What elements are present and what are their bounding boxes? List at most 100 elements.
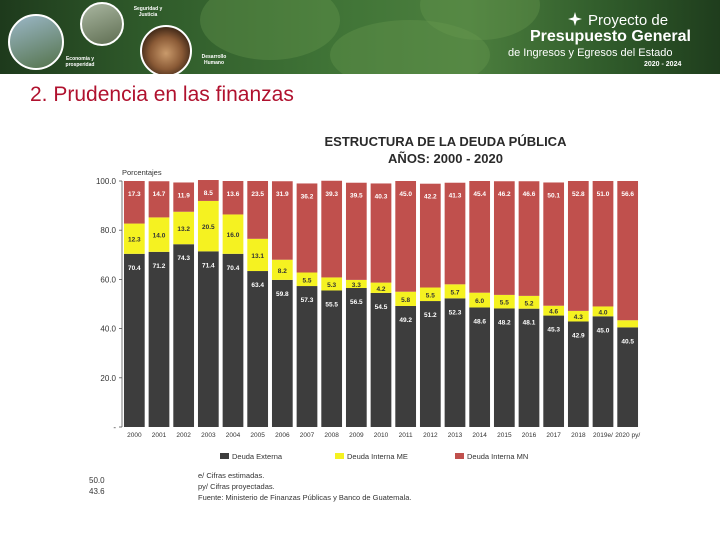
- bar-segment: [592, 306, 614, 317]
- y-tick-label: 80.0: [100, 226, 116, 235]
- bar-segment: [543, 182, 565, 306]
- data-label: 54.5: [375, 304, 388, 311]
- bar-segment: [395, 305, 417, 427]
- project-title-line2: Presupuesto General: [530, 28, 691, 45]
- bar-segment: [173, 182, 195, 212]
- data-label: 46.6: [523, 191, 536, 198]
- bar-segment: [469, 292, 491, 308]
- chart-title: ESTRUCTURA DE LA DEUDA PÚBLICA: [324, 134, 567, 149]
- data-label: 71.4: [202, 262, 215, 269]
- caption-development: Desarrollo Humano: [201, 54, 227, 66]
- side-number-2: 43.6: [89, 487, 105, 496]
- bar-segment: [197, 180, 219, 201]
- x-tick-label: 2006: [275, 432, 290, 439]
- data-label: 5.8: [401, 297, 410, 304]
- bar-segment: [419, 183, 441, 288]
- data-label: 49.2: [399, 317, 412, 324]
- x-tick-label: 2017: [546, 432, 561, 439]
- x-tick-label: 2019e/: [593, 432, 613, 439]
- bar-segment: [518, 308, 540, 427]
- data-label: 51.2: [424, 312, 437, 319]
- x-tick-label: 2013: [448, 432, 463, 439]
- note-projected: py/ Cifras proyectadas.: [198, 482, 275, 491]
- data-label: 59.8: [276, 291, 289, 298]
- data-label: 46.2: [498, 191, 511, 198]
- bar-segment: [543, 315, 565, 427]
- bar-segment: [592, 181, 614, 307]
- bar-segment: [370, 292, 392, 427]
- x-tick-label: 2007: [300, 432, 315, 439]
- data-label: 57.3: [301, 297, 314, 304]
- data-label: 4.3: [574, 314, 583, 321]
- note-source: Fuente: Ministerio de Finanzas Públicas …: [198, 493, 412, 502]
- x-tick-label: 2009: [349, 432, 364, 439]
- bar-segment: [345, 279, 367, 289]
- bar-segment: [271, 259, 293, 280]
- bar-segment: [395, 291, 417, 306]
- x-tick-label: 2011: [399, 432, 413, 439]
- project-title-line1: Proyecto de: [588, 12, 669, 29]
- x-tick-label: 2012: [423, 432, 438, 439]
- data-label: 5.3: [327, 282, 336, 289]
- data-label: 12.3: [128, 237, 141, 244]
- data-label: 42.9: [572, 332, 585, 339]
- data-label: 56.6: [621, 191, 634, 198]
- side-number-1: 50.0: [89, 476, 105, 485]
- data-label: 5.5: [426, 292, 435, 299]
- y-tick-label: 60.0: [100, 275, 116, 284]
- bar-segment: [222, 253, 244, 427]
- x-tick-label: 2002: [176, 432, 191, 439]
- bar-segment: [123, 181, 145, 224]
- bar-segment: [469, 307, 491, 427]
- data-label: 8.5: [204, 190, 213, 197]
- bar-segment: [321, 290, 343, 427]
- bar-segment: [247, 271, 269, 427]
- data-label: 48.6: [473, 318, 486, 325]
- bar-segment: [271, 181, 293, 260]
- bar-segment: [493, 294, 515, 309]
- bar-segment: [173, 211, 195, 245]
- legend-label: Deuda Interna MN: [467, 452, 528, 461]
- project-title-line3: de Ingresos y Egresos del Estado: [508, 47, 673, 59]
- road-photo-circle: [8, 14, 64, 70]
- data-label: 45.0: [597, 327, 610, 334]
- bar-segment: [567, 321, 589, 427]
- legend-label: Deuda Externa: [232, 452, 283, 461]
- x-tick-label: 2010: [374, 432, 389, 439]
- data-label: 55.5: [325, 301, 338, 308]
- bar-segment: [395, 181, 417, 292]
- bar-segment: [197, 251, 219, 427]
- x-tick-label: 2015: [497, 432, 512, 439]
- data-label: 17.3: [128, 191, 141, 198]
- data-label: 52.8: [572, 191, 585, 198]
- bar-segment: [567, 181, 589, 311]
- bar-segment: [296, 183, 318, 273]
- data-label: 4.0: [598, 309, 607, 316]
- data-label: 56.5: [350, 299, 363, 306]
- bar-segment: [345, 288, 367, 427]
- bar-segment: [296, 272, 318, 287]
- data-label: 40.5: [621, 338, 634, 345]
- note-estimated: e/ Cifras estimadas.: [198, 471, 265, 480]
- data-label: 63.4: [251, 282, 264, 289]
- bar-segment: [543, 305, 565, 316]
- legend-swatch: [455, 453, 464, 459]
- header-banner: Seguridad y Justicia Economía y prosperi…: [0, 0, 720, 74]
- data-label: 42.2: [424, 194, 437, 201]
- data-label: 45.4: [473, 191, 486, 198]
- data-label: 70.4: [128, 265, 141, 272]
- bar-segment: [493, 308, 515, 427]
- foliage-decoration: [330, 20, 490, 74]
- star-icon: [568, 12, 582, 26]
- data-label: 4.6: [549, 309, 558, 316]
- x-tick-label: 2001: [152, 432, 167, 439]
- data-label: 48.2: [498, 319, 511, 326]
- data-label: 36.2: [301, 193, 314, 200]
- bar-segment: [247, 181, 269, 239]
- data-label: 71.2: [153, 263, 166, 270]
- bar-segment: [567, 310, 589, 322]
- bar-segment: [444, 182, 466, 285]
- caption-economy: Economía y prosperidad: [65, 56, 95, 68]
- foliage-decoration: [200, 0, 340, 60]
- bar-segment: [271, 279, 293, 427]
